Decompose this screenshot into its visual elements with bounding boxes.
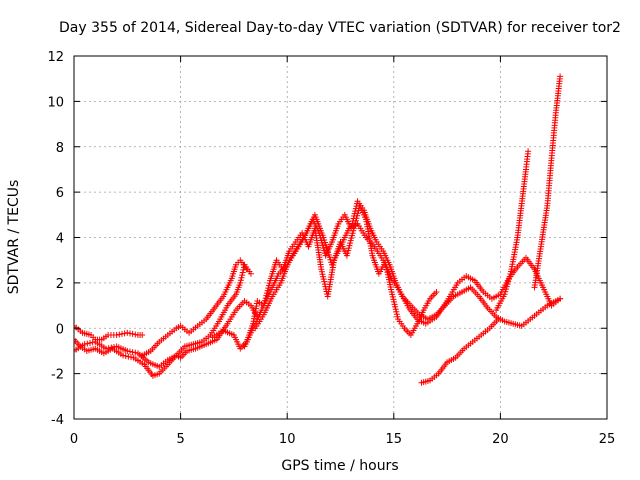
data-point	[506, 273, 513, 280]
y-tick-label: 6	[56, 186, 64, 201]
data-point	[116, 331, 123, 338]
data-point	[247, 270, 254, 277]
data-point	[237, 279, 244, 286]
y-tick-label: 8	[56, 141, 64, 156]
data-point	[239, 269, 246, 276]
data-point	[505, 276, 512, 283]
data-point	[502, 288, 509, 295]
y-tick-label: 12	[47, 50, 64, 65]
data-point	[86, 339, 93, 346]
data-point	[125, 353, 132, 360]
data-points	[74, 73, 564, 386]
data-point	[319, 242, 326, 249]
data-point	[129, 349, 136, 356]
y-tick-label: 10	[47, 95, 64, 110]
chart-title: Day 355 of 2014, Sidereal Day-to-day VTE…	[59, 20, 621, 36]
data-point	[503, 283, 510, 290]
y-tick-label: -2	[51, 368, 64, 383]
series-track-9	[493, 148, 532, 314]
series-track-2	[74, 261, 254, 379]
data-point	[319, 240, 326, 247]
data-point	[128, 354, 135, 361]
grid-lines	[74, 56, 607, 419]
series-track-7	[252, 211, 564, 332]
x-tick-label: 10	[279, 432, 296, 447]
data-point	[501, 291, 508, 298]
data-point	[238, 274, 245, 281]
x-axis-label: GPS time / hours	[281, 458, 398, 474]
data-point	[504, 281, 511, 288]
y-tick-label: -4	[51, 413, 64, 428]
y-tick-label: 0	[56, 322, 64, 337]
data-point	[121, 330, 128, 337]
data-point	[124, 329, 131, 336]
series-track-8	[418, 316, 502, 386]
data-point	[89, 339, 96, 346]
x-tick-label: 5	[176, 432, 184, 447]
data-point	[243, 266, 250, 273]
data-point	[118, 330, 125, 337]
y-axis-label: SDTVAR / TECUs	[6, 180, 22, 295]
data-point	[495, 316, 502, 323]
series-track-4	[139, 257, 250, 359]
x-tick-label: 20	[492, 432, 509, 447]
data-point	[132, 349, 139, 356]
data-point	[105, 345, 112, 352]
data-point	[557, 295, 564, 302]
data-point	[124, 347, 131, 354]
data-point	[84, 340, 91, 347]
data-point	[132, 331, 139, 338]
data-point	[139, 332, 146, 339]
data-point	[102, 345, 109, 352]
data-point	[122, 353, 129, 360]
data-point	[120, 352, 127, 359]
x-tick-label: 15	[386, 432, 403, 447]
data-point	[507, 271, 514, 278]
data-point	[126, 330, 133, 337]
data-point	[108, 344, 115, 351]
y-tick-label: 2	[56, 277, 64, 292]
data-point	[237, 277, 244, 284]
data-point	[505, 278, 512, 285]
data-point	[557, 73, 564, 80]
series-track-1	[74, 322, 146, 343]
data-point	[503, 286, 510, 293]
data-point	[239, 272, 246, 279]
data-point	[320, 245, 327, 252]
y-tick-label: 4	[56, 232, 64, 247]
data-point	[525, 148, 532, 155]
data-point	[433, 288, 440, 295]
data-point	[81, 341, 88, 348]
data-point	[129, 330, 136, 337]
x-tick-label: 0	[70, 432, 78, 447]
data-point	[126, 348, 133, 355]
x-tick-label: 25	[599, 432, 616, 447]
data-point	[318, 237, 325, 244]
data-point	[113, 332, 120, 339]
axis-ticks: 0 5 10 15 20 25 -4 -2 0 2 4 6 8 10 12	[47, 50, 615, 447]
series-track-10	[531, 73, 564, 291]
